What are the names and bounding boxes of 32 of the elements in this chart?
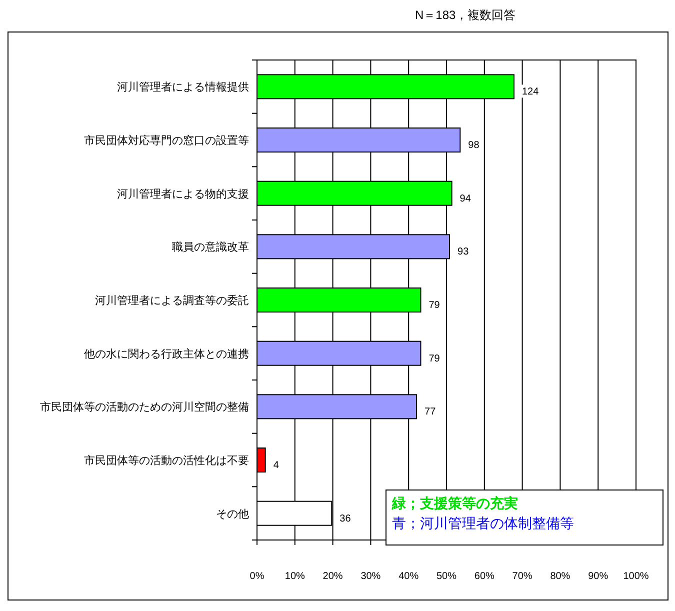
annotation: 79 [428,300,440,311]
annotation: 124 [522,86,540,98]
y-tick-label: 市民団体等の活動のための河川空間の整備 [40,400,249,414]
x-tick-label: 60% [474,571,495,582]
x-tick-label: 70% [512,571,532,582]
annotation: 4 [273,460,280,471]
x-tick-label: 80% [550,571,570,582]
y-tick-label: 河川管理者による物的支援 [117,187,249,200]
annotation: 94 [460,193,472,204]
x-tick-label: 30% [360,571,381,582]
x-tick-label: 90% [588,571,608,582]
annotation: 36 [340,513,352,524]
x-tick-label: 40% [398,571,419,582]
annotation: 93 [458,246,470,258]
y-tick-label: 他の水に関わる行政主体との連携 [84,347,249,360]
x-tick-label: 0% [250,571,264,582]
annotation: 青；河川管理者の体制整備等 [392,515,574,531]
annotation: 79 [428,353,440,364]
y-tick-label: 市民団体等の活動の活性化は不要 [84,454,249,467]
y-tick-label: 河川管理者による調査等の委託 [95,294,249,307]
x-tick-label: 50% [436,571,457,582]
y-tick-label: 職員の意識改革 [172,240,249,254]
x-tick-label: 20% [322,571,343,582]
annotation: 98 [468,140,480,151]
y-tick-label: その他 [216,508,249,520]
annotation: 緑；支援策等の充実 [391,495,518,511]
x-tick-label: 10% [284,571,306,582]
y-tick-label: 市民団体対応専門の窓口の設置等 [84,134,249,147]
annotation: 77 [424,406,436,418]
x-tick-label: 100% [623,571,649,582]
y-tick-label: 河川管理者による情報提供 [117,80,249,94]
text: N＝183，複数回答 [415,8,516,22]
